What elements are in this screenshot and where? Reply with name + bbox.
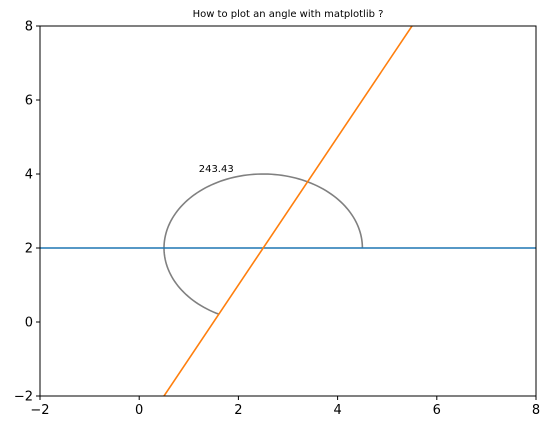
plot-area xyxy=(40,26,536,396)
series-line-2 xyxy=(163,26,413,396)
x-tick-label: 2 xyxy=(234,403,242,418)
y-tick-label: 2 xyxy=(25,242,33,257)
y-tick-label: 8 xyxy=(25,20,33,35)
axes-frame xyxy=(39,25,537,397)
y-tick-label: −2 xyxy=(14,390,33,405)
y-tick-label: 0 xyxy=(25,316,33,331)
y-tick-label: 4 xyxy=(25,168,33,183)
angle-value-annotation: 243.43 xyxy=(199,164,234,175)
chart-title: How to plot an angle with matplotlib ? xyxy=(193,9,384,20)
angle-arc xyxy=(163,173,364,315)
x-tick-label: 4 xyxy=(333,403,341,418)
x-tick-label: 6 xyxy=(433,403,441,418)
x-tick-label: 0 xyxy=(135,403,143,418)
y-tick-label: 6 xyxy=(25,94,33,109)
axis-ticks: −2 0 2 4 6 8 −2 0 2 4 6 8 xyxy=(14,20,540,419)
x-tick-label: −2 xyxy=(30,403,49,418)
x-tick-label: 8 xyxy=(532,403,540,418)
